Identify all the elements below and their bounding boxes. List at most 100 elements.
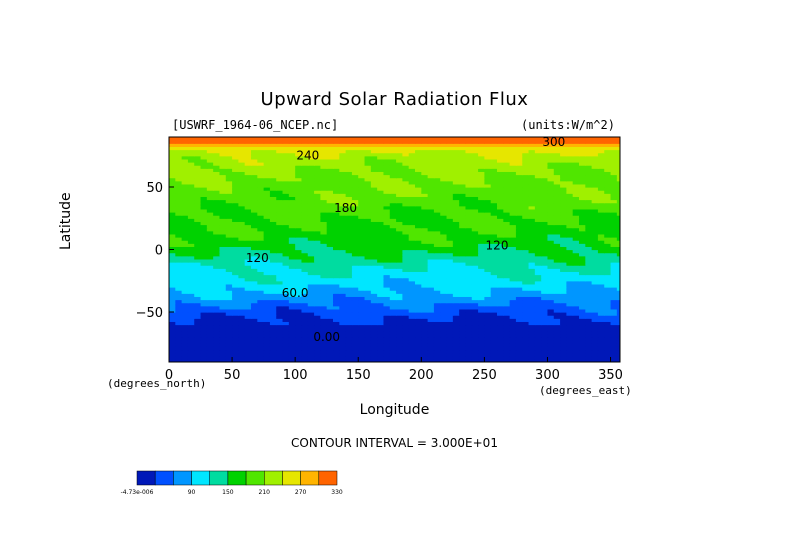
heatmap-cell bbox=[433, 308, 441, 313]
heatmap-cell bbox=[396, 180, 403, 185]
heatmap-cell bbox=[610, 193, 618, 197]
heatmap-cell bbox=[440, 158, 448, 163]
heatmap-cell bbox=[597, 193, 605, 197]
heatmap-cell bbox=[301, 318, 309, 322]
heatmap-cell bbox=[269, 190, 277, 194]
heatmap-cell bbox=[478, 212, 485, 216]
heatmap-cell bbox=[326, 327, 334, 332]
heatmap-cell bbox=[345, 315, 353, 319]
heatmap-cell bbox=[244, 287, 252, 291]
heatmap-cell bbox=[490, 262, 498, 266]
heatmap-cell bbox=[307, 340, 315, 344]
heatmap-cell bbox=[465, 293, 473, 297]
heatmap-cell bbox=[509, 327, 517, 332]
heatmap-cell bbox=[307, 333, 315, 338]
heatmap-cell bbox=[288, 212, 296, 216]
heatmap-cell bbox=[364, 308, 372, 313]
heatmap-cell bbox=[301, 237, 309, 241]
heatmap-cell bbox=[427, 265, 435, 269]
heatmap-cell bbox=[181, 318, 189, 322]
heatmap-cell bbox=[459, 358, 467, 362]
heatmap-cell bbox=[238, 315, 246, 319]
heatmap-cell bbox=[219, 199, 227, 204]
heatmap-cell bbox=[377, 293, 385, 297]
heatmap-cell bbox=[232, 205, 239, 210]
heatmap-cell bbox=[408, 255, 416, 260]
heatmap-cell bbox=[389, 249, 397, 254]
heatmap-cell bbox=[263, 155, 271, 160]
heatmap-cell bbox=[421, 312, 429, 316]
heatmap-cell bbox=[269, 199, 277, 204]
heatmap-cell bbox=[465, 283, 473, 288]
heatmap-cell bbox=[232, 212, 239, 216]
heatmap-cell bbox=[194, 337, 202, 341]
heatmap-cell bbox=[509, 268, 517, 272]
heatmap-cell bbox=[351, 308, 359, 313]
heatmap-cell bbox=[276, 249, 284, 254]
heatmap-cell bbox=[534, 265, 542, 269]
heatmap-cell bbox=[295, 290, 303, 294]
heatmap-cell bbox=[314, 249, 321, 254]
heatmap-cell bbox=[465, 258, 473, 263]
heatmap-cell bbox=[314, 340, 321, 344]
heatmap-cell bbox=[339, 187, 347, 191]
heatmap-cell bbox=[553, 327, 561, 332]
heatmap-cell bbox=[534, 258, 542, 263]
heatmap-cell bbox=[351, 218, 359, 222]
heatmap-cell bbox=[345, 355, 353, 360]
heatmap-cell bbox=[276, 308, 284, 313]
heatmap-cell bbox=[572, 208, 580, 213]
heatmap-cell bbox=[534, 221, 542, 226]
heatmap-cell bbox=[232, 143, 239, 147]
heatmap-cell bbox=[579, 202, 586, 207]
heatmap-cell bbox=[276, 296, 284, 301]
heatmap-cell bbox=[282, 205, 290, 210]
heatmap-cell bbox=[181, 327, 189, 332]
heatmap-cell bbox=[339, 177, 347, 182]
heatmap-cell bbox=[269, 290, 277, 294]
heatmap-cell bbox=[282, 190, 290, 194]
heatmap-cell bbox=[389, 265, 397, 269]
heatmap-cell bbox=[440, 183, 448, 188]
heatmap-cell bbox=[307, 283, 315, 288]
heatmap-cell bbox=[326, 255, 334, 260]
heatmap-cell bbox=[169, 208, 176, 213]
heatmap-cell bbox=[206, 340, 214, 344]
heatmap-cell bbox=[509, 215, 517, 219]
heatmap-cell bbox=[244, 240, 252, 244]
heatmap-cell bbox=[269, 358, 277, 362]
heatmap-cell bbox=[534, 268, 542, 272]
heatmap-cell bbox=[181, 168, 189, 172]
heatmap-cell bbox=[333, 171, 340, 176]
heatmap-cell bbox=[364, 312, 372, 316]
heatmap-cell bbox=[597, 343, 605, 347]
heatmap-cell bbox=[194, 196, 202, 201]
heatmap-cell bbox=[295, 268, 303, 272]
heatmap-cell bbox=[251, 355, 258, 360]
heatmap-cell bbox=[515, 208, 523, 213]
heatmap-cell bbox=[282, 218, 290, 222]
heatmap-cell bbox=[251, 337, 258, 341]
heatmap-cell bbox=[452, 165, 460, 169]
heatmap-cell bbox=[187, 265, 195, 269]
heatmap-cell bbox=[402, 218, 410, 222]
heatmap-cell bbox=[478, 340, 485, 344]
heatmap-cell bbox=[269, 221, 277, 226]
heatmap-cell bbox=[339, 327, 347, 332]
heatmap-cell bbox=[269, 246, 277, 251]
heatmap-cell bbox=[591, 315, 599, 319]
heatmap-cell bbox=[446, 205, 454, 210]
heatmap-cell bbox=[276, 287, 284, 291]
heatmap-cell bbox=[591, 343, 599, 347]
heatmap-cell bbox=[345, 337, 353, 341]
heatmap-cell bbox=[175, 352, 183, 357]
heatmap-cell bbox=[175, 321, 183, 326]
heatmap-cell bbox=[175, 143, 183, 147]
heatmap-cell bbox=[553, 168, 561, 172]
heatmap-cell bbox=[459, 208, 467, 213]
heatmap-cell bbox=[452, 208, 460, 213]
heatmap-cell bbox=[597, 277, 605, 282]
heatmap-cell bbox=[515, 212, 523, 216]
heatmap-cell bbox=[257, 190, 265, 194]
heatmap-cell bbox=[572, 318, 580, 322]
